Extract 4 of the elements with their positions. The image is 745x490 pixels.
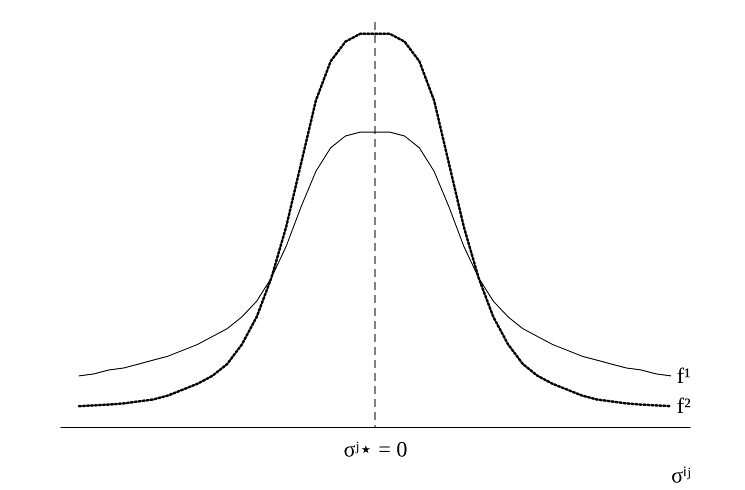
series-label: f² (676, 393, 692, 418)
x-axis-title: σⁱʲ (671, 462, 690, 488)
text: σʲ⋆ = 0 (344, 436, 408, 462)
series-label: f¹ (676, 362, 691, 388)
